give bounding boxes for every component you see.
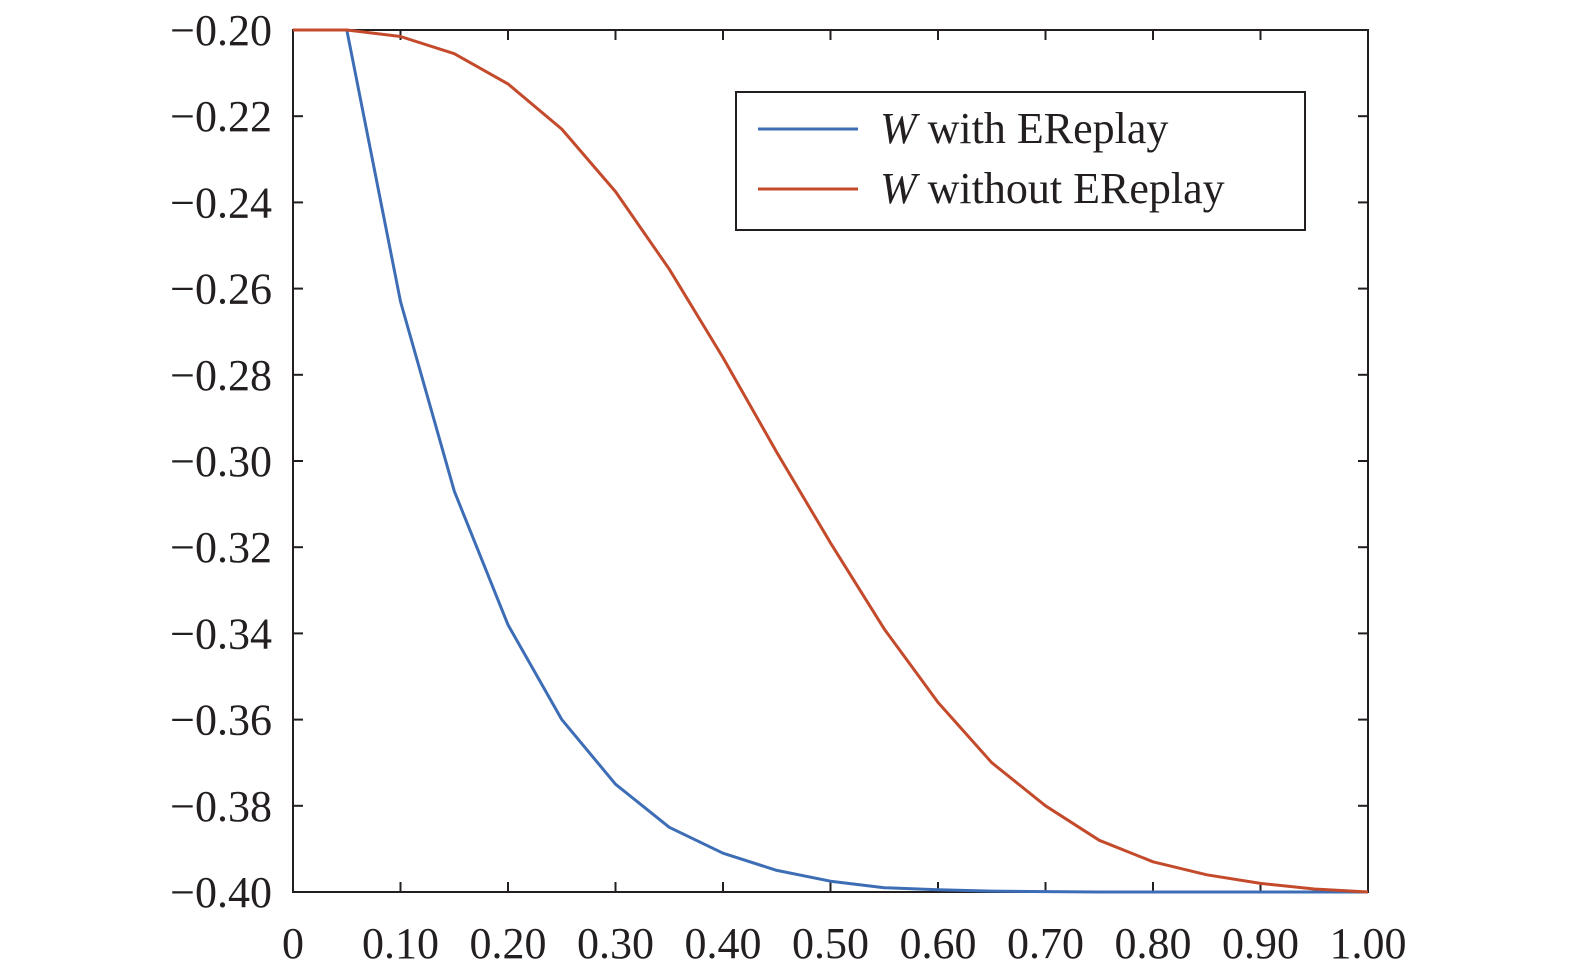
y-tick-label: −0.32 bbox=[170, 523, 272, 572]
legend-label: W without EReplay bbox=[880, 164, 1225, 213]
series-line bbox=[293, 28, 1369, 894]
x-tick-label: 1.00 bbox=[1330, 919, 1407, 968]
y-tick-label: −0.22 bbox=[170, 92, 272, 141]
legend-symbol: W bbox=[880, 164, 920, 213]
x-tick-labels: 0 0.10 0.20 0.30 0.40 0.50 0.60 0.70 0.80 0.90 1.0… bbox=[282, 919, 1407, 968]
y-tick-label: −0.24 bbox=[170, 178, 272, 227]
series-with-ereplay bbox=[293, 28, 1368, 894]
x-tick-label: 0.60 bbox=[900, 919, 977, 968]
y-tick-label: −0.20 bbox=[170, 6, 272, 55]
x-tick-label: 0.10 bbox=[362, 919, 439, 968]
series-line bbox=[293, 28, 1368, 894]
y-tick-label: −0.30 bbox=[170, 437, 272, 486]
legend-label: W with EReplay bbox=[880, 104, 1168, 153]
y-tick-label: −0.38 bbox=[170, 782, 272, 831]
y-tick-label: −0.34 bbox=[170, 609, 272, 658]
x-tick-label: 0 bbox=[282, 919, 304, 968]
x-tick-label: 0.70 bbox=[1007, 919, 1084, 968]
x-tick-label: 0.30 bbox=[577, 919, 654, 968]
x-tick-label: 0.20 bbox=[470, 919, 547, 968]
y-tick-labels: −0.20 −0.22 −0.24 −0.26 −0.28 −0.30 −0.32 −0.34… bbox=[170, 6, 272, 917]
y-tick-label: −0.40 bbox=[170, 868, 272, 917]
y-tick-label: −0.26 bbox=[170, 265, 272, 314]
y-tick-label: −0.28 bbox=[170, 351, 272, 400]
series-without-ereplay bbox=[293, 28, 1369, 894]
series-layer bbox=[293, 28, 1369, 894]
legend-box bbox=[735, 91, 1306, 231]
legend-text: with EReplay bbox=[917, 104, 1169, 153]
y-tick-label: −0.36 bbox=[170, 696, 272, 745]
x-tick-label: 0.40 bbox=[685, 919, 762, 968]
x-tick-label: 0.50 bbox=[792, 919, 869, 968]
x-tick-label: 0.90 bbox=[1222, 919, 1299, 968]
axes bbox=[292, 29, 1369, 893]
x-tick-label: 0.80 bbox=[1115, 919, 1192, 968]
legend-symbol: W bbox=[880, 104, 920, 153]
legend-text: without EReplay bbox=[917, 164, 1225, 213]
